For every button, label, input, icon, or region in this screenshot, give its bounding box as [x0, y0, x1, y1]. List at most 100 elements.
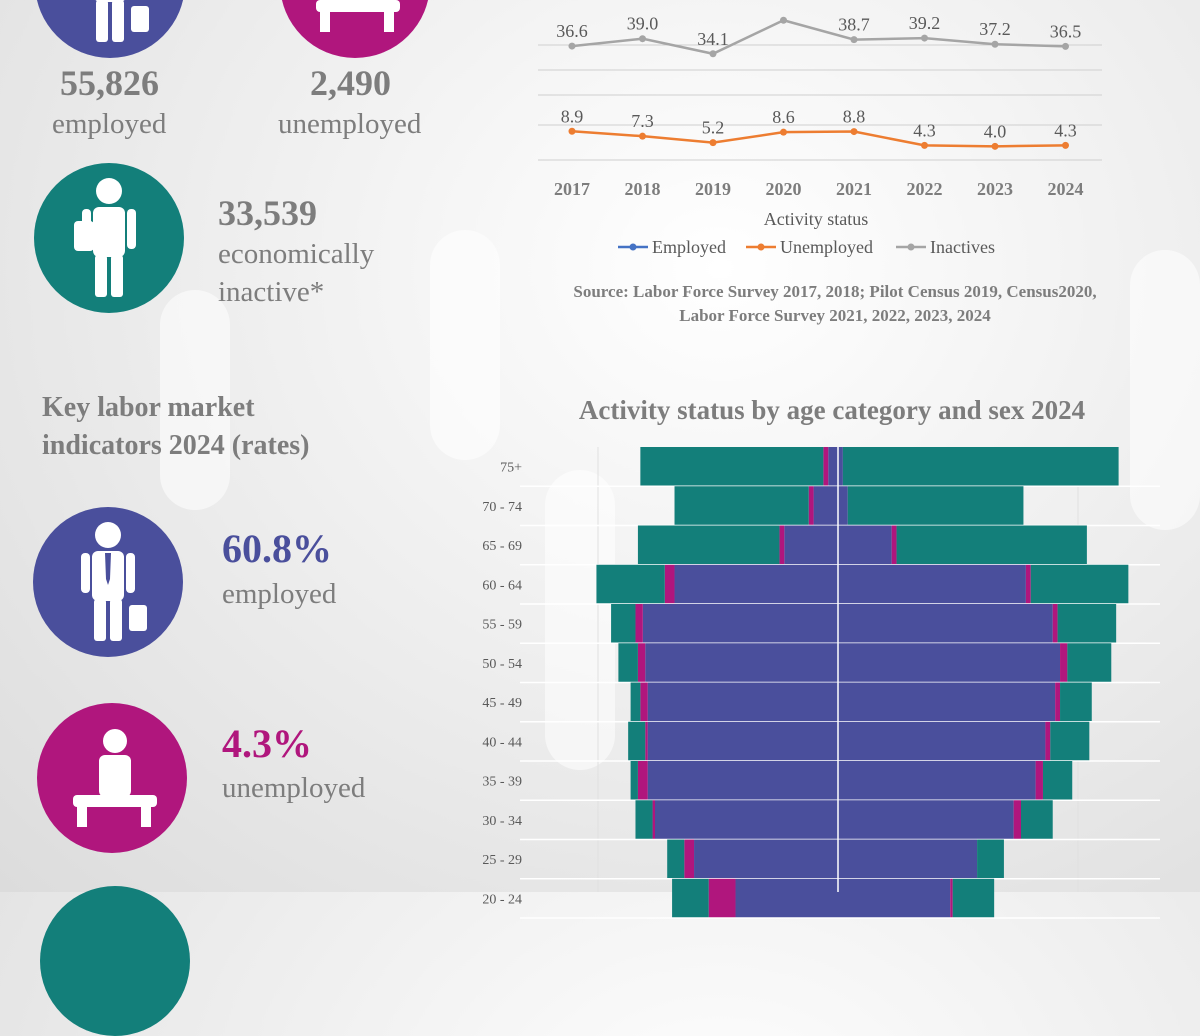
- leg-shape: [95, 255, 107, 297]
- bar-employed-right: [838, 800, 1014, 840]
- age-category-label: 55 - 59: [482, 618, 522, 633]
- data-point: [780, 16, 787, 24]
- bar-employed-right: [838, 839, 978, 879]
- arm-shape: [81, 553, 90, 593]
- data-point: [1062, 42, 1069, 50]
- series-line-unemployed: [571, 130, 1066, 148]
- data-label: 4.0: [984, 121, 1007, 141]
- bar-inactive-right: [977, 839, 1004, 879]
- source-line1: Source: Labor Force Survey 2017, 2018; P…: [573, 282, 1097, 301]
- data-label: 34.1: [697, 29, 729, 49]
- bar-employed-right: [838, 761, 1036, 801]
- data-label: 38.7: [838, 15, 870, 35]
- legend-label: Employed: [652, 237, 726, 257]
- body-shape: [93, 207, 125, 257]
- bar-inactive-left: [596, 564, 665, 604]
- bar-unemployed-left: [652, 800, 655, 840]
- background-figure: [545, 470, 615, 770]
- employed-icon-circle: [35, 0, 185, 58]
- data-point: [568, 42, 576, 50]
- bar-inactive-right: [1042, 761, 1073, 801]
- bar-inactive-right: [1067, 643, 1112, 683]
- bar-employed-right: [838, 721, 1046, 761]
- age-category-label: 35 - 39: [482, 775, 522, 790]
- leg-shape: [110, 599, 122, 641]
- bar-inactive-left: [635, 800, 653, 840]
- background-figure: [1130, 250, 1200, 530]
- bar-inactive-right: [1060, 682, 1092, 722]
- legend-marker: [629, 243, 637, 251]
- employed-rate-icon-circle: [33, 507, 183, 657]
- x-tick-label: 2023: [977, 179, 1013, 199]
- leg-shape: [111, 255, 123, 297]
- bar-employed-left: [813, 486, 838, 526]
- unemployed-count: 2,490: [310, 63, 391, 103]
- bench-shape: [316, 0, 400, 12]
- bar-employed-left: [647, 682, 838, 722]
- x-tick-label: 2021: [836, 179, 872, 199]
- bar-inactive-left: [672, 878, 709, 918]
- bar-inactive-left: [674, 486, 809, 526]
- bar-unemployed-right: [1060, 643, 1068, 683]
- unemployed-icon-circle: [280, 0, 430, 58]
- bar-unemployed-left: [640, 682, 648, 722]
- bar-inactive-right: [896, 525, 1087, 565]
- x-tick-label: 2022: [907, 179, 943, 199]
- data-point: [991, 40, 999, 48]
- bar-employed-right: [838, 604, 1053, 644]
- legend-marker: [757, 243, 765, 251]
- bar-unemployed-right: [1035, 761, 1043, 801]
- data-point: [1062, 141, 1069, 149]
- data-point: [709, 50, 717, 58]
- data-label: 36.6: [556, 21, 588, 41]
- bar-employed-right: [838, 564, 1026, 604]
- arm-shape: [127, 209, 136, 249]
- bag-shape: [74, 221, 94, 251]
- bar-unemployed-left: [708, 878, 736, 918]
- bar-unemployed-left: [645, 721, 648, 761]
- bar-inactive-left: [618, 643, 638, 683]
- unemployed-count-label: unemployed: [278, 108, 422, 140]
- bar-employed-right: [838, 486, 848, 526]
- bar-employed-right: [838, 878, 951, 918]
- age-category-label: 65 - 69: [482, 539, 522, 554]
- inactive-icon-circle: [34, 163, 184, 313]
- bar-unemployed-left: [823, 447, 829, 487]
- bar-unemployed-left: [637, 643, 646, 683]
- bar-inactive-left: [611, 604, 636, 644]
- data-label: 39.2: [909, 13, 941, 33]
- bar-unemployed-left: [808, 486, 814, 526]
- data-label: 8.9: [561, 106, 584, 126]
- data-point: [921, 34, 928, 42]
- age-category-label: 40 - 44: [482, 735, 522, 750]
- leg-shape: [112, 0, 124, 42]
- x-tick-label: 2017: [554, 179, 590, 199]
- x-tick-label: 2020: [766, 179, 802, 199]
- chart-title: Activity status by age category and sex …: [579, 395, 1085, 425]
- body-shape: [99, 755, 131, 797]
- bar-employed-left: [642, 604, 838, 644]
- inactive-person-icon: [74, 178, 136, 297]
- data-point: [991, 142, 999, 150]
- bar-inactive-left: [630, 761, 638, 801]
- bar-employed-left: [645, 643, 838, 683]
- data-point: [780, 128, 787, 136]
- bar-employed-left: [735, 878, 838, 918]
- bar-inactive-left: [637, 525, 780, 565]
- background-figure: [160, 290, 230, 510]
- bar-employed-right: [838, 682, 1056, 722]
- unemployed-person-icon: [73, 729, 157, 827]
- bar-inactive-left: [630, 682, 641, 722]
- x-tick-label: 2018: [625, 179, 661, 199]
- bar-unemployed-left: [684, 839, 695, 879]
- bar-unemployed-right: [1045, 721, 1051, 761]
- bar-unemployed-right: [950, 878, 953, 918]
- bar-inactive-left: [640, 447, 824, 487]
- bar-inactive-left: [628, 721, 646, 761]
- age-category-label: 75+: [500, 461, 522, 476]
- bar-unemployed-left: [637, 761, 648, 801]
- head-shape: [103, 729, 127, 753]
- data-label: 4.3: [913, 120, 936, 140]
- bar-employed-left: [647, 721, 838, 761]
- data-point: [850, 128, 858, 136]
